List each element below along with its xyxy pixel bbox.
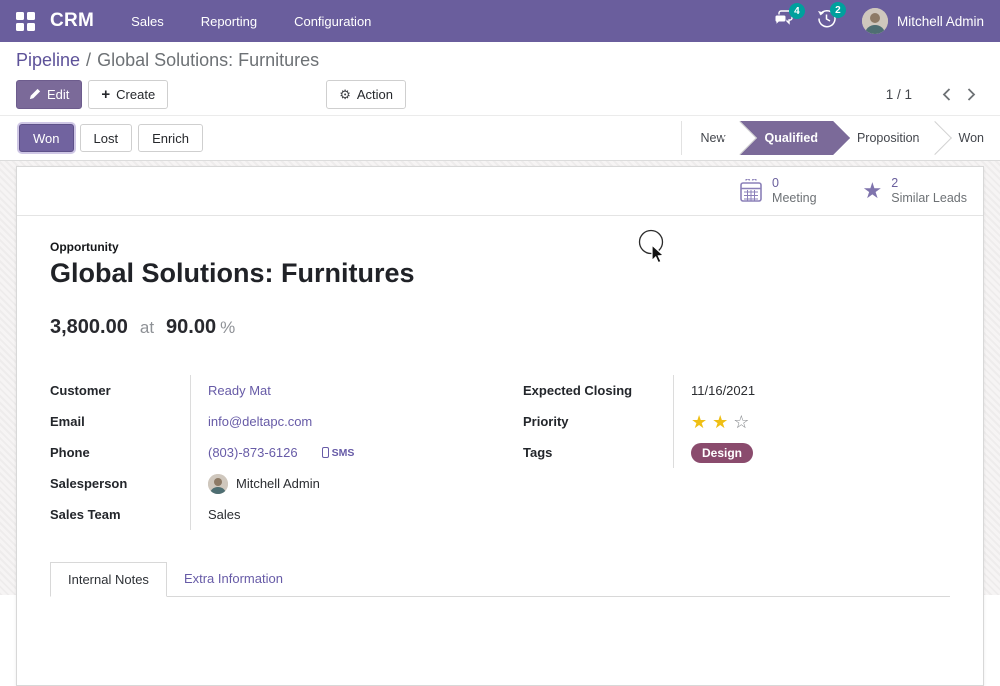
sms-button[interactable]: SMS (321, 447, 354, 459)
expected-revenue-row: 3,800.00 at 90.00 % (50, 316, 950, 339)
tab-internal-notes[interactable]: Internal Notes (50, 562, 167, 597)
edit-button[interactable]: Edit (16, 79, 83, 109)
top-navbar: CRM Sales Reporting Configuration 4 2 Mi… (0, 0, 1000, 42)
pager-next-button[interactable] (959, 84, 984, 105)
field-expected-closing: Expected Closing 11/16/2021 (523, 375, 950, 406)
chevron-left-icon (942, 87, 951, 101)
breadcrumb-separator: / (86, 50, 92, 70)
apps-menu-icon[interactable] (16, 11, 35, 31)
breadcrumb-current: Global Solutions: Furnitures (97, 50, 320, 70)
star-icon: ★ (862, 178, 883, 203)
field-sales-team: Sales Team Sales (50, 499, 477, 530)
meeting-count: 0 (772, 176, 779, 190)
similar-leads-stat-button[interactable]: ★ 2 Similar Leads (863, 176, 967, 206)
statusbar: Won Lost Enrich New Qualified Propositio… (0, 115, 1000, 161)
similar-leads-label: Similar Leads (891, 191, 967, 205)
action-button[interactable]: ⚙ Action (326, 79, 406, 109)
app-title[interactable]: CRM (50, 10, 95, 31)
opportunity-title: Global Solutions: Furnitures (50, 258, 415, 288)
plus-icon: + (101, 85, 111, 103)
pager-previous-button[interactable] (934, 84, 959, 105)
gear-icon: ⚙ (339, 86, 351, 102)
star-empty-icon[interactable] (733, 413, 749, 431)
field-priority: Priority (523, 406, 950, 437)
meetings-stat-button[interactable]: 0 Meeting (739, 176, 817, 206)
messages-badge: 4 (788, 3, 805, 19)
email-link[interactable]: info@deltapc.com (208, 414, 313, 429)
tag-design[interactable]: Design (691, 442, 754, 463)
pager: 1 / 1 (886, 84, 984, 105)
tab-extra-information[interactable]: Extra Information (183, 571, 283, 586)
expected-revenue: 3,800.00 (50, 316, 128, 338)
priority-stars[interactable] (691, 413, 749, 431)
similar-leads-count: 2 (891, 176, 899, 190)
expected-closing-date[interactable]: 11/16/2021 (691, 383, 756, 398)
breadcrumb-pipeline-link[interactable]: Pipeline (16, 50, 81, 70)
stage-proposition[interactable]: Proposition (832, 121, 935, 155)
control-panel: Pipeline / Global Solutions: Furnitures Ed… (0, 42, 1000, 115)
star-filled-icon[interactable] (712, 413, 728, 431)
menu-sales[interactable]: Sales (131, 13, 164, 29)
customer-link[interactable]: Ready Mat (208, 383, 271, 398)
form-sheet: Opportunity Global Solutions: Furnitures… (17, 216, 983, 597)
stat-button-box: 0 Meeting ★ 2 Similar Leads (17, 167, 983, 216)
salesperson-avatar (208, 473, 228, 494)
opportunity-form-card: 0 Meeting ★ 2 Similar Leads Opportunity … (16, 166, 984, 686)
menu-reporting[interactable]: Reporting (200, 13, 258, 29)
stage-qualified[interactable]: Qualified (740, 121, 833, 155)
field-phone: Phone (803)-873-6126 SMS (50, 437, 477, 468)
messages-button[interactable]: 4 (774, 3, 805, 32)
toolbar: Edit + Create ⚙ Action 1 / 1 (16, 79, 984, 109)
percent-sign: % (220, 318, 236, 337)
user-name[interactable]: Mitchell Admin (896, 13, 984, 29)
create-button[interactable]: + Create (88, 79, 169, 109)
field-column-left: Customer Ready Mat Email info@deltapc.co… (50, 375, 477, 530)
phone-link[interactable]: (803)-873-6126 (208, 445, 298, 460)
activities-badge: 2 (829, 2, 846, 18)
stage-new[interactable]: New (682, 121, 741, 155)
menu-configuration[interactable]: Configuration (294, 13, 372, 29)
mark-lost-button[interactable]: Lost (79, 124, 133, 152)
breadcrumb: Pipeline / Global Solutions: Furnitures (16, 50, 984, 71)
clock-icon (817, 10, 836, 28)
sales-team-value[interactable]: Sales (208, 507, 241, 522)
at-label: at (139, 318, 155, 337)
notebook-tabs: Internal Notes Extra Information (50, 562, 950, 597)
user-avatar[interactable] (861, 8, 888, 34)
salesperson-name[interactable]: Mitchell Admin (236, 476, 320, 491)
field-salesperson: Salesperson Mitchell Admin (50, 468, 477, 499)
chevron-right-icon (967, 87, 976, 101)
star-filled-icon[interactable] (691, 413, 707, 431)
mark-won-button[interactable]: Won (19, 124, 74, 152)
field-customer: Customer Ready Mat (50, 375, 477, 406)
field-group: Customer Ready Mat Email info@deltapc.co… (50, 375, 950, 530)
field-email: Email info@deltapc.com (50, 406, 477, 437)
meeting-label: Meeting (772, 191, 817, 205)
activities-button[interactable]: 2 (817, 2, 846, 33)
mobile-phone-icon (321, 447, 329, 458)
record-type-label: Opportunity (50, 240, 119, 254)
calendar-icon (740, 179, 762, 202)
form-view-background: 0 Meeting ★ 2 Similar Leads Opportunity … (0, 161, 1000, 686)
enrich-button[interactable]: Enrich (138, 124, 203, 152)
field-column-right: Expected Closing 11/16/2021 Priority (523, 375, 950, 530)
stage-pipeline: New Qualified Proposition Won (681, 121, 1000, 155)
field-tags: Tags Design (523, 437, 950, 468)
probability-value: 90.00 (166, 316, 217, 338)
pager-counter: 1 / 1 (885, 86, 912, 102)
pencil-icon (29, 88, 41, 100)
